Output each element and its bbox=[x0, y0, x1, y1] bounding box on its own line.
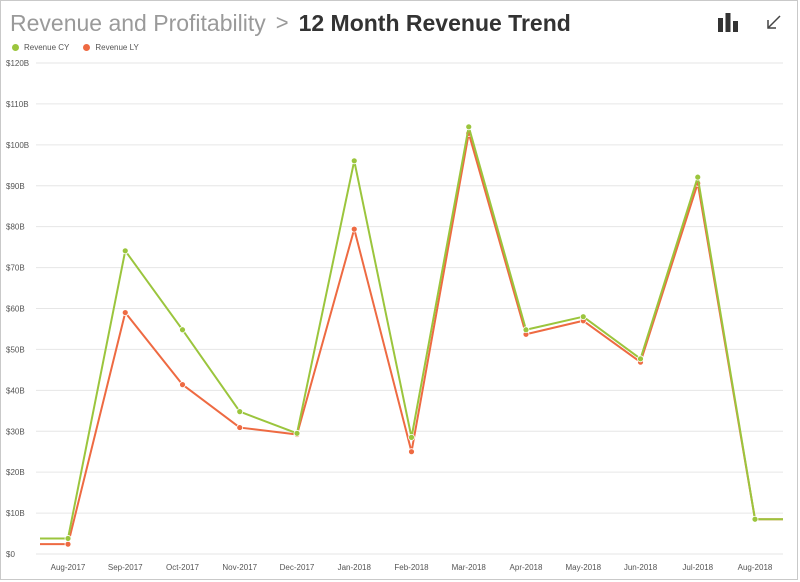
breadcrumb-parent[interactable]: Revenue and Profitability bbox=[10, 9, 266, 36]
data-point-cy bbox=[522, 326, 530, 334]
x-tick-label: Apr-2018 bbox=[510, 563, 543, 572]
data-point-cy bbox=[465, 123, 473, 131]
y-tick-label: $80B bbox=[6, 223, 25, 232]
bar-chart-icon bbox=[718, 13, 738, 32]
legend-label-cy: Revenue CY bbox=[24, 43, 70, 52]
x-tick-label: Aug-2018 bbox=[738, 563, 773, 572]
legend-item-cy[interactable]: Revenue CY bbox=[12, 43, 69, 52]
data-point-cy bbox=[64, 535, 72, 542]
data-point-cy bbox=[579, 313, 587, 321]
x-tick-label: Mar-2018 bbox=[452, 563, 487, 572]
data-point-ly bbox=[179, 381, 186, 389]
data-point-cy bbox=[694, 173, 702, 181]
data-point-ly bbox=[236, 424, 244, 431]
x-tick-label: Jul-2018 bbox=[682, 563, 713, 572]
y-tick-label: $110B bbox=[6, 100, 29, 109]
data-point-cy bbox=[637, 355, 644, 363]
y-tick-label: $20B bbox=[6, 468, 25, 477]
y-tick-label: $50B bbox=[6, 345, 25, 354]
x-tick-label: Dec-2017 bbox=[280, 563, 315, 572]
legend-marker-ly bbox=[83, 44, 91, 51]
data-point-cy bbox=[408, 433, 415, 441]
data-point-ly bbox=[350, 225, 358, 233]
y-tick-label: $120B bbox=[6, 59, 29, 68]
chart-legend: Revenue CY Revenue LY bbox=[12, 43, 139, 52]
data-point-ly bbox=[408, 448, 415, 456]
series-line-ly bbox=[40, 132, 783, 546]
legend-item-ly[interactable]: Revenue LY bbox=[83, 43, 139, 52]
collapse-button[interactable] bbox=[762, 10, 786, 34]
y-tick-label: $100B bbox=[6, 141, 29, 150]
y-tick-label: $70B bbox=[6, 264, 25, 273]
legend-marker-cy bbox=[12, 44, 19, 51]
data-point-cy bbox=[121, 247, 129, 255]
page-title: 12 Month Revenue Trend bbox=[298, 9, 571, 36]
x-tick-label: Jun-2018 bbox=[624, 563, 658, 572]
x-tick-label: Nov-2017 bbox=[222, 563, 257, 572]
data-point-cy bbox=[350, 157, 358, 165]
bar-chart-button[interactable] bbox=[716, 10, 740, 34]
y-tick-label: $90B bbox=[6, 182, 25, 191]
x-tick-label: May-2018 bbox=[565, 563, 601, 572]
y-tick-label: $10B bbox=[6, 509, 25, 518]
arrow-down-left-icon bbox=[767, 15, 781, 29]
y-tick-label: $60B bbox=[6, 305, 25, 314]
x-tick-label: Feb-2018 bbox=[394, 563, 429, 572]
data-point-ly bbox=[64, 540, 72, 548]
x-tick-label: Aug-2017 bbox=[51, 563, 86, 572]
y-tick-label: $40B bbox=[6, 386, 25, 395]
x-tick-label: Jan-2018 bbox=[338, 563, 372, 572]
x-tick-label: Oct-2017 bbox=[166, 563, 199, 572]
data-point-cy bbox=[293, 429, 301, 437]
y-tick-label: $30B bbox=[6, 427, 25, 436]
legend-label-ly: Revenue LY bbox=[95, 43, 139, 52]
data-point-cy bbox=[179, 326, 186, 334]
breadcrumb: Revenue and Profitability > 12 Month Rev… bbox=[10, 6, 571, 40]
breadcrumb-separator: > bbox=[275, 10, 289, 35]
x-tick-label: Sep-2017 bbox=[108, 563, 143, 572]
data-point-cy bbox=[236, 408, 244, 416]
data-point-cy bbox=[751, 515, 759, 523]
data-point-ly bbox=[121, 309, 129, 316]
series-line-cy bbox=[40, 125, 783, 540]
y-tick-label: $0 bbox=[6, 550, 15, 559]
